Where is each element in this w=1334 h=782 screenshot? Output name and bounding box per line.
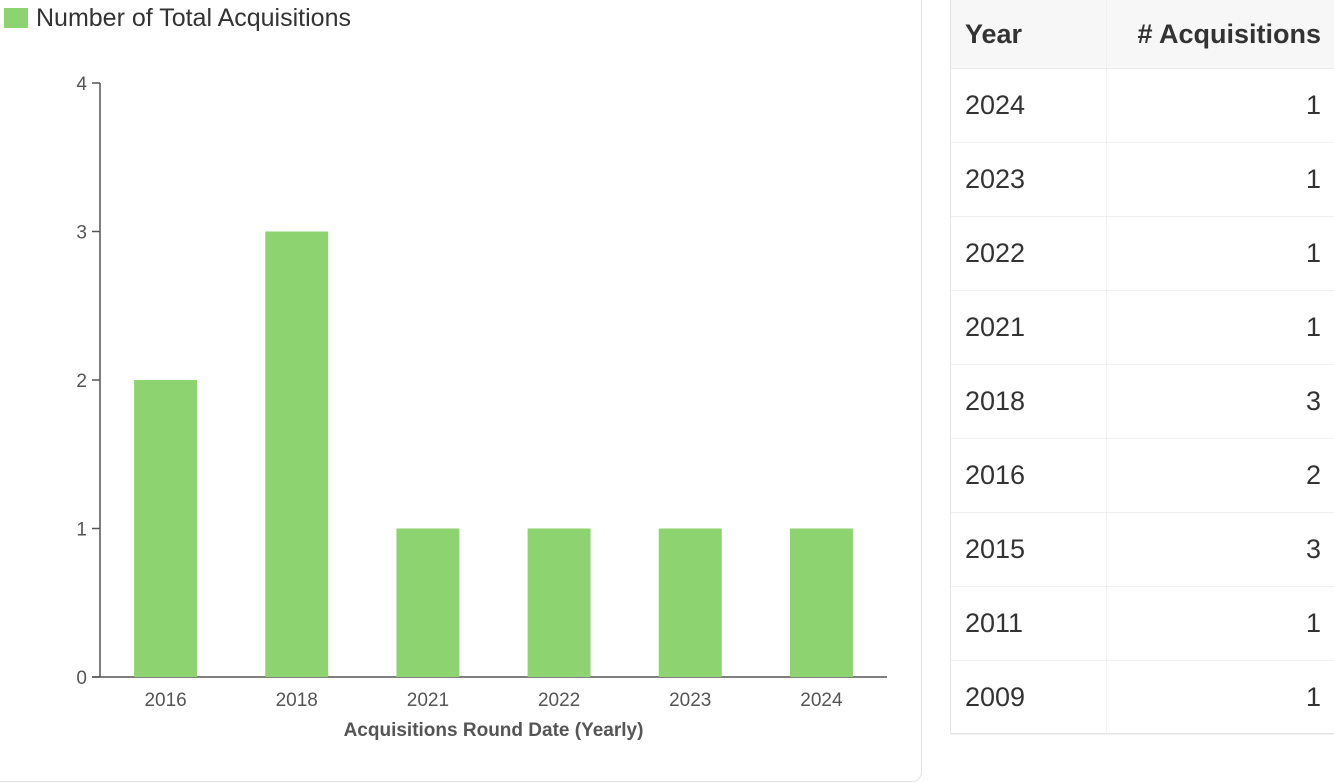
bar bbox=[134, 380, 198, 677]
acquisitions-count-cell: 2 bbox=[1305, 460, 1321, 490]
bar bbox=[265, 231, 329, 677]
acquisitions-count-cell: 1 bbox=[1305, 238, 1321, 268]
table-row: 2023 1 bbox=[951, 143, 1334, 217]
acquisitions-count-cell: 1 bbox=[1305, 312, 1321, 342]
acquisitions-count-cell: 1 bbox=[1305, 608, 1321, 638]
bar bbox=[527, 528, 591, 677]
x-axis-title: Acquisitions Round Date (Yearly) bbox=[344, 720, 644, 741]
year-cell: 2018 bbox=[951, 365, 1107, 438]
year-cell: 2015 bbox=[951, 513, 1107, 586]
acquisitions-table: Year # Acquisitions 2024 1 2023 1 2022 1 2021 1… bbox=[950, 0, 1334, 735]
table-body: 2024 1 2023 1 2022 1 2021 1 2018 3 2016 2 2015 3 2011 1… bbox=[951, 69, 1334, 735]
x-tick-label: 2018 bbox=[276, 690, 318, 711]
table-row: 2022 1 bbox=[951, 217, 1334, 291]
x-tick-label: 2016 bbox=[144, 690, 186, 711]
bar-chart: 0 1 2 3 4 2016 2018 2021 2022 2023 2024 Acquisition… bbox=[76, 74, 887, 741]
table-row: 2021 1 bbox=[951, 291, 1334, 365]
bar bbox=[789, 528, 853, 677]
x-tick-label: 2022 bbox=[538, 690, 580, 711]
table-row: 2009 1 bbox=[951, 661, 1334, 735]
acquisitions-count-cell: 3 bbox=[1305, 534, 1321, 564]
year-cell: 2023 bbox=[951, 143, 1107, 216]
table-row: 2011 1 bbox=[951, 587, 1334, 661]
legend-swatch bbox=[4, 8, 28, 28]
y-tick-label: 4 bbox=[76, 74, 87, 95]
y-tick-label: 0 bbox=[76, 668, 87, 689]
x-tick-label: 2024 bbox=[800, 690, 843, 711]
acquisitions-count-cell: 1 bbox=[1305, 682, 1321, 712]
legend-label: Number of Total Acquisitions bbox=[36, 3, 351, 32]
table-row: 2018 3 bbox=[951, 365, 1334, 439]
year-cell: 2021 bbox=[951, 291, 1107, 364]
acquisitions-count-cell: 3 bbox=[1305, 386, 1321, 416]
y-tick-label: 1 bbox=[76, 520, 87, 541]
chart-legend[interactable]: Number of Total Acquisitions bbox=[4, 4, 351, 32]
table-row: 2016 2 bbox=[951, 439, 1334, 513]
year-cell: 2022 bbox=[951, 217, 1107, 290]
table-header: Year # Acquisitions bbox=[951, 0, 1334, 69]
table-row: 2024 1 bbox=[951, 69, 1334, 143]
year-cell: 2011 bbox=[951, 587, 1107, 660]
acquisitions-count-cell: 1 bbox=[1305, 90, 1321, 120]
y-tick-label: 3 bbox=[76, 223, 87, 244]
acquisitions-column-header[interactable]: # Acquisitions bbox=[1137, 18, 1321, 49]
year-cell: 2009 bbox=[951, 661, 1107, 734]
table-row: 2015 3 bbox=[951, 513, 1334, 587]
bar bbox=[396, 528, 460, 677]
bar bbox=[658, 528, 722, 677]
y-tick-label: 2 bbox=[76, 371, 87, 392]
year-column-header[interactable]: Year bbox=[951, 0, 1107, 68]
x-tick-label: 2023 bbox=[669, 690, 711, 711]
acquisitions-count-cell: 1 bbox=[1305, 164, 1321, 194]
year-cell: 2016 bbox=[951, 439, 1107, 512]
year-cell: 2024 bbox=[951, 69, 1107, 142]
x-tick-label: 2021 bbox=[407, 690, 449, 711]
